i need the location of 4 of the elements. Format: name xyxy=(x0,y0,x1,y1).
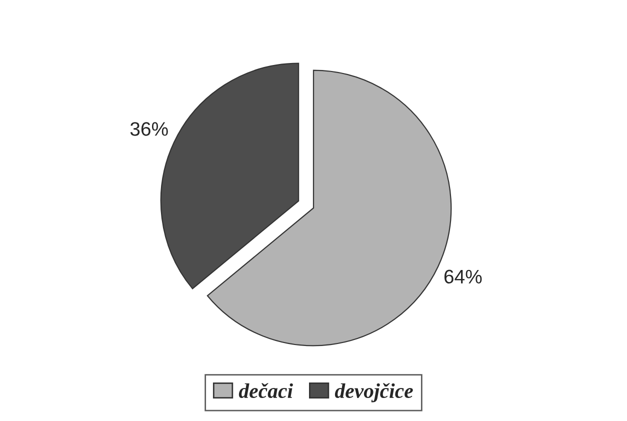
legend-label: devojčice xyxy=(334,383,413,402)
data-label: 36% xyxy=(130,122,168,136)
legend-label: dečaci xyxy=(238,383,293,398)
data-label: 64% xyxy=(444,270,482,284)
